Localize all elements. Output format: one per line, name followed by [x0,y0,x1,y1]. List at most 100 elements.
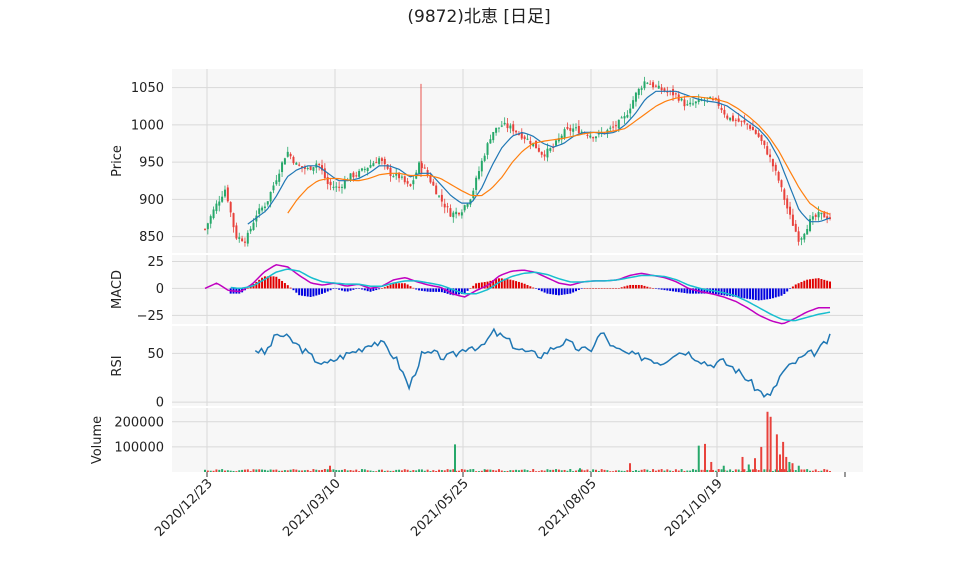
volume-bar [475,471,478,472]
macd-hist-bar [643,285,646,289]
volume-bar [811,470,814,472]
volume-bar [243,469,246,472]
volume-bar [403,469,406,472]
volume-bar [398,469,401,472]
candle-body [689,102,692,105]
candle-body [472,190,475,199]
volume-bar [223,470,226,472]
volume-bar [629,463,631,472]
candle-body [814,214,817,217]
macd-hist-bar [754,288,757,300]
volume-bar [634,470,637,472]
candle-body [360,168,363,171]
candle-body [803,233,806,240]
volume-bar [252,469,255,472]
volume-bar [340,469,343,472]
volume-bar [769,416,772,472]
macd-hist-bar [700,288,703,294]
volume-bar [326,469,329,472]
volume-bar [269,469,272,472]
macd-hist-bar [323,288,326,293]
volume-bar [734,469,737,472]
volume-bar [552,469,555,472]
volume-bar [677,470,680,472]
volume-bar [774,469,777,472]
macd-hist-bar [652,288,655,289]
volume-bar [323,469,326,472]
candle-body [780,180,783,188]
macd-hist-bar [312,288,315,297]
candle-body [749,125,752,129]
volume-bar [289,469,292,472]
candle-body [672,89,675,96]
candle-body [652,82,655,88]
macd-hist-bar [358,288,361,289]
volume-bar [549,469,552,472]
macd-hist-bar [543,288,546,293]
volume-bar [389,470,392,472]
candle-body [229,202,232,213]
candle-body [275,180,278,185]
volume-bar [372,471,375,472]
volume-bar [512,470,515,472]
macd-hist-bar [672,288,675,292]
macd-hist-bar [520,282,523,289]
volume-bar [800,469,803,472]
candle-body [486,143,489,155]
candle-body [560,135,563,140]
macd-hist-bar [438,288,441,292]
candle-body [429,175,432,183]
candle-body [632,100,635,109]
volume-bar [204,469,206,472]
macd-hist-bar [740,288,743,298]
volume-bar [814,469,817,472]
candle-body [466,203,469,207]
macd-hist-bar [540,288,543,292]
macd-hist-bar [803,280,806,289]
macd-hist-bar [683,288,686,294]
macd-hist-bar [423,288,426,292]
candle-body [206,223,209,230]
macd-hist-bar [332,288,335,289]
candle-body [594,136,597,139]
macd-hist-bar [386,285,389,289]
macd-hist-bar [626,285,629,289]
volume-bar [406,469,409,472]
candle-body [269,191,272,202]
volume-bar [537,471,540,472]
candle-body [543,154,546,157]
macd-hist-bar [321,288,324,294]
candle-body [340,186,343,188]
volume-bar [823,469,826,472]
volume-bar [617,470,620,472]
macd-hist-bar [746,288,749,299]
volume-bar [495,470,498,472]
candle-body [523,136,526,140]
volume-bar [286,470,289,472]
candle-body [555,140,558,146]
volume-bar [454,444,456,472]
macd-hist-bar [472,285,475,289]
volume-bar [540,470,543,472]
candle-body [489,139,492,144]
candle-body [826,216,829,220]
macd-hist-bar [586,288,589,289]
volume-bar [460,469,463,472]
macd-hist-bar [575,288,577,292]
macd-hist-bar [526,285,529,289]
volume-bar [418,469,421,472]
volume-bar [438,469,441,472]
volume-bar [295,469,298,472]
candle-body [623,116,626,119]
volume-bar [600,469,603,472]
candle-body [409,184,412,187]
candle-body [440,194,443,202]
macd-hist-bar [420,288,423,291]
volume-bar [720,469,723,472]
volume-bar [560,470,563,472]
volume-bar [722,465,725,472]
candle-body [823,211,826,218]
volume-bar [529,471,532,472]
x-tick-label: 2021/03/10 [280,476,344,540]
candle-body [734,119,737,121]
